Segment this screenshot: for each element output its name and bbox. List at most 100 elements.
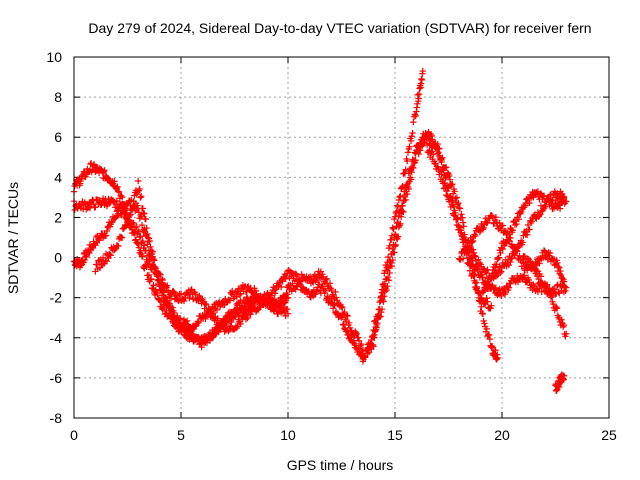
data-point [114, 183, 121, 191]
data-point [322, 287, 329, 295]
data-point [159, 289, 166, 296]
data-point [156, 282, 163, 290]
data-point [470, 272, 477, 280]
data-point [384, 253, 392, 261]
x-axis-label: GPS time / hours [287, 457, 394, 473]
data-point [524, 267, 531, 274]
y-tick-label: 6 [54, 129, 62, 145]
data-point [493, 219, 500, 226]
series-track-e [359, 130, 501, 363]
data-point [459, 219, 467, 226]
data-point [142, 247, 150, 254]
data-point [550, 300, 557, 308]
data-point [122, 222, 130, 230]
data-point [386, 242, 393, 250]
data-point [105, 250, 113, 258]
data-point [376, 298, 383, 306]
data-point [223, 320, 231, 328]
data-point [547, 294, 555, 301]
data-point [388, 250, 396, 258]
data-point [446, 176, 454, 183]
data-point [481, 320, 488, 327]
data-point [326, 280, 334, 287]
series-track-j [477, 188, 570, 304]
data-point [404, 149, 412, 156]
data-point [558, 316, 565, 323]
data-point [115, 188, 123, 196]
data-point [484, 266, 491, 273]
data-point [103, 257, 111, 265]
data-point [472, 279, 480, 286]
data-point [130, 219, 137, 227]
series-track-i [466, 188, 568, 282]
data-point [499, 245, 506, 253]
data-point [388, 262, 396, 270]
data-point [495, 254, 503, 261]
data-point [504, 237, 512, 244]
data-point [478, 294, 485, 302]
data-point [469, 246, 477, 253]
data-point [443, 173, 450, 181]
data-point [532, 214, 539, 222]
data-point [212, 305, 219, 312]
data-point [555, 264, 563, 271]
data-point [344, 312, 351, 320]
data-point [164, 300, 172, 307]
data-point [151, 257, 158, 264]
data-point [208, 310, 215, 318]
data-point [143, 224, 150, 232]
data-point [361, 354, 369, 361]
data-point [196, 341, 203, 348]
data-point [170, 289, 178, 296]
data-point [438, 171, 445, 178]
data-point [483, 269, 490, 277]
data-point [150, 256, 157, 263]
data-point [222, 314, 229, 322]
data-point [370, 326, 377, 334]
data-point [402, 185, 409, 193]
data-point [485, 281, 493, 288]
data-point [462, 249, 470, 256]
data-point [202, 315, 209, 323]
data-point [460, 233, 467, 241]
data-point [391, 231, 399, 238]
data-point [239, 304, 247, 311]
data-point [555, 263, 562, 271]
data-point [468, 262, 476, 270]
data-point [141, 262, 149, 269]
data-point [241, 303, 248, 310]
data-point [115, 188, 122, 195]
data-point [272, 286, 279, 293]
data-point [247, 311, 254, 318]
data-point [555, 288, 562, 296]
data-point [147, 243, 154, 251]
data-point [252, 287, 260, 295]
data-point [393, 223, 400, 230]
data-point [492, 347, 499, 354]
data-point [530, 194, 537, 201]
data-point [556, 205, 564, 212]
data-point [550, 255, 558, 263]
data-point [471, 231, 478, 238]
data-point [471, 252, 478, 259]
data-point [442, 184, 449, 191]
data-point [294, 272, 302, 280]
data-point [387, 258, 394, 266]
data-point [367, 343, 374, 351]
data-point [528, 218, 536, 225]
data-point [468, 238, 476, 246]
data-point [115, 200, 123, 208]
data-point [490, 220, 497, 227]
data-point [107, 252, 114, 259]
data-point [127, 211, 134, 218]
data-point [536, 285, 543, 292]
data-point [328, 286, 335, 294]
data-point [138, 213, 145, 220]
data-point [438, 158, 445, 166]
data-point [381, 280, 388, 287]
data-point [380, 287, 387, 295]
data-point [507, 226, 515, 233]
data-point [520, 272, 528, 279]
data-point [139, 252, 146, 260]
